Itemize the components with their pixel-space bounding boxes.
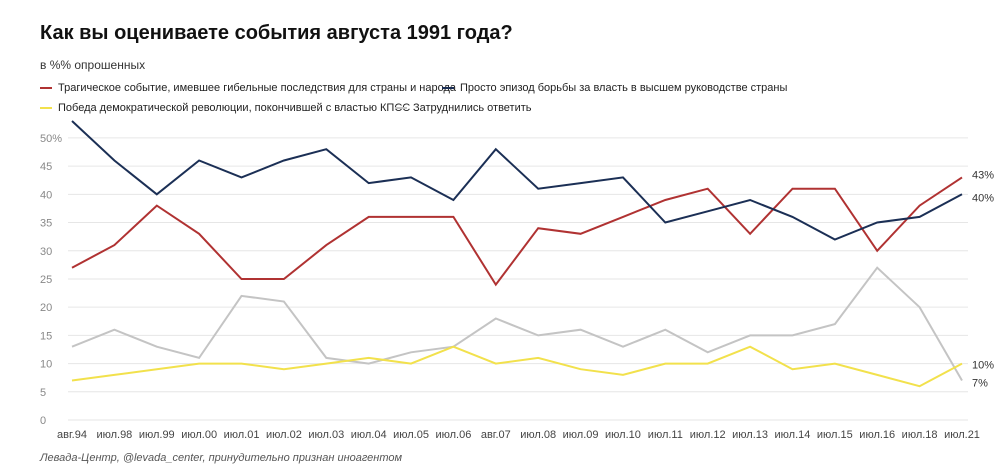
y-tick-label-0: 0 [40,415,46,427]
y-tick-label-20: 20 [40,302,52,314]
x-tick-label-2: июл.99 [139,429,175,441]
x-tick-label-3: июл.00 [181,429,217,441]
x-tick-label-16: июл.13 [732,429,768,441]
series-line-0 [72,177,962,284]
series-line-2 [72,347,962,387]
x-tick-label-6: июл.03 [308,429,344,441]
x-tick-label-14: июл.11 [648,429,683,441]
x-tick-label-15: июл.12 [690,429,726,441]
y-tick-label-5: 5 [40,387,46,399]
end-label-0: 43% [972,169,994,181]
end-label-3: 7% [972,378,988,390]
x-tick-label-11: июл.08 [520,429,556,441]
x-tick-label-21: июл.21 [944,429,980,441]
x-tick-label-18: июл.15 [817,429,853,441]
x-tick-label-9: июл.06 [435,429,471,441]
y-tick-label-40: 40 [40,189,52,201]
y-tick-label-25: 25 [40,274,52,286]
y-tick-label-35: 35 [40,218,52,230]
x-tick-label-4: июл.01 [224,429,260,441]
x-tick-label-8: июл.05 [393,429,429,441]
x-tick-label-5: июл.02 [266,429,302,441]
x-tick-label-13: июл.10 [605,429,641,441]
source-note: Левада-Центр, @levada_center, принудител… [40,452,402,464]
end-label-1: 40% [972,192,994,204]
x-tick-label-19: июл.16 [859,429,895,441]
x-tick-label-12: июл.09 [563,429,599,441]
x-tick-label-7: июл.04 [351,429,387,441]
series-line-1 [72,121,962,240]
y-tick-label-10: 10 [40,359,52,371]
x-tick-label-17: июл.14 [775,429,811,441]
x-tick-label-10: авг.07 [481,429,511,441]
y-tick-label-50: 50% [40,133,62,145]
x-tick-label-0: авг.94 [57,429,87,441]
y-tick-label-30: 30 [40,246,52,258]
x-tick-label-20: июл.18 [902,429,938,441]
x-tick-label-1: июл.98 [96,429,132,441]
y-tick-label-45: 45 [40,161,52,173]
y-tick-label-15: 15 [40,330,52,342]
end-label-2: 10% [972,360,994,372]
